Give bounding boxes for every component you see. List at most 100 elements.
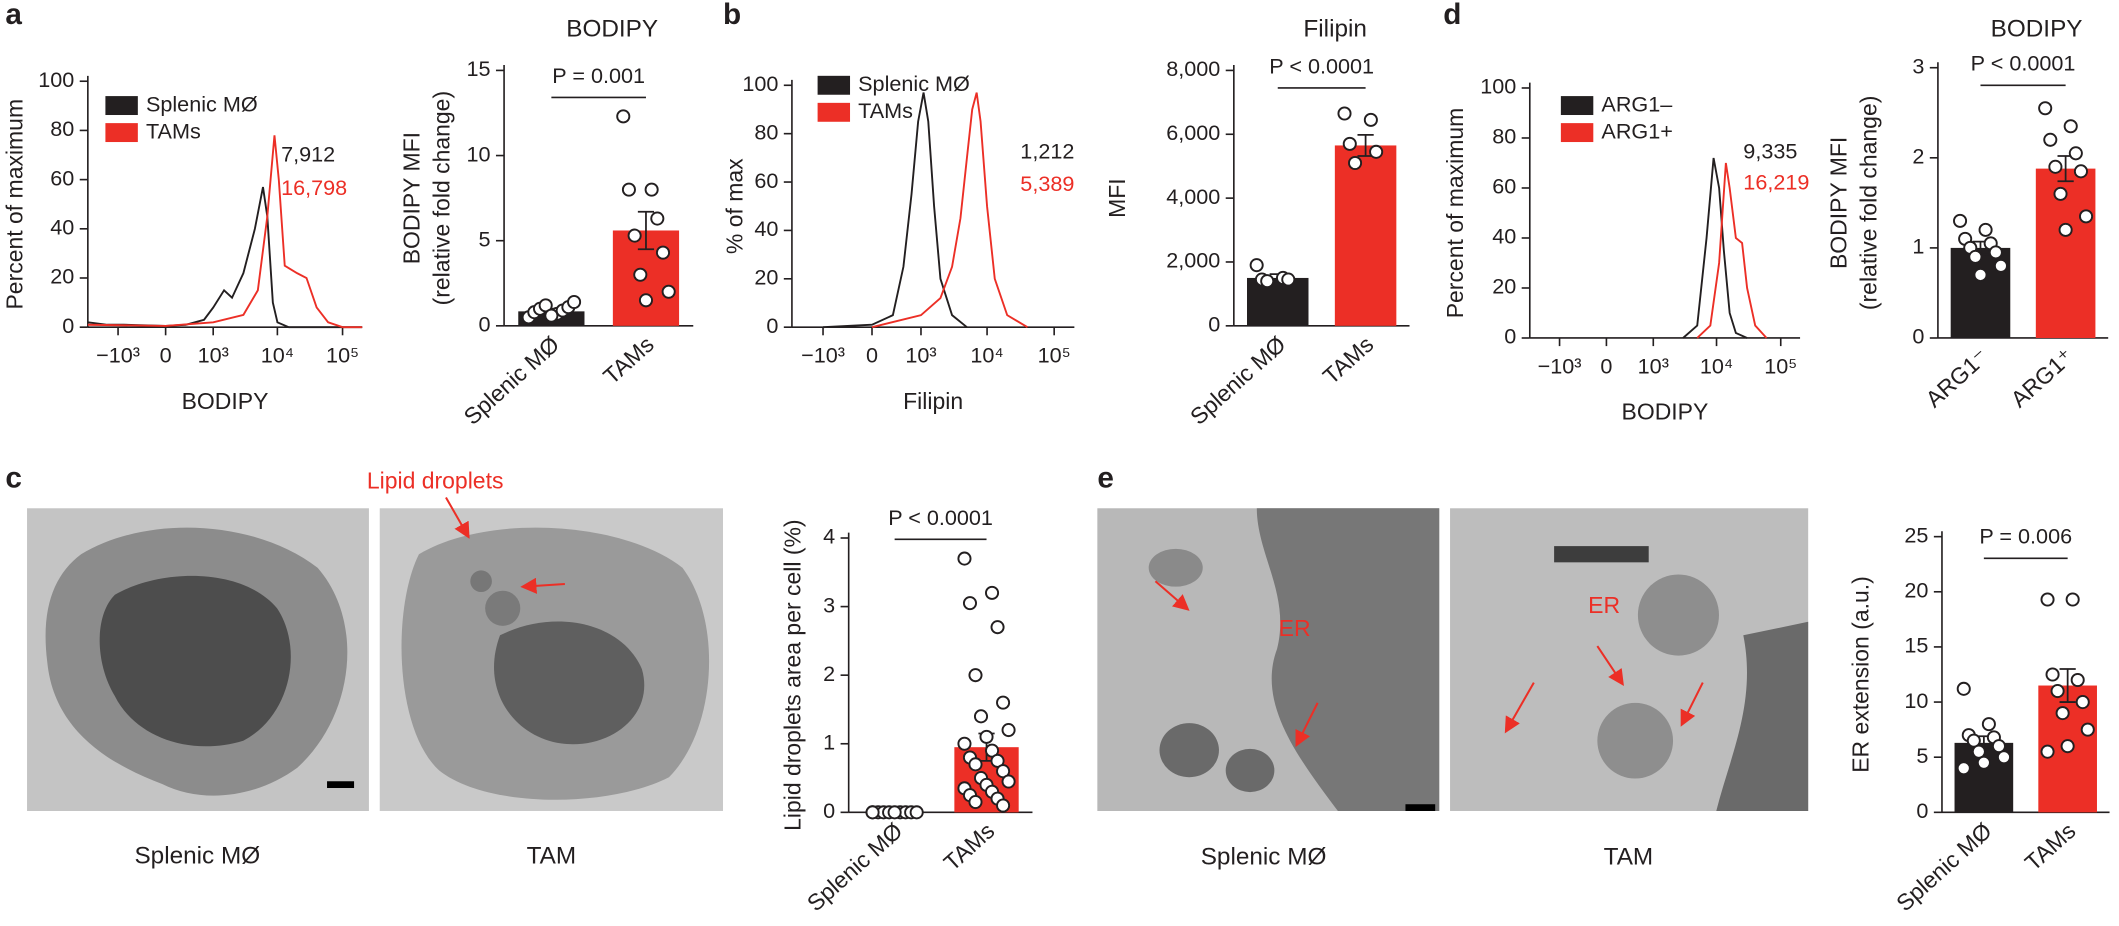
y-tick-label: 100 (742, 71, 778, 96)
annotation: 1,212 (1020, 139, 1074, 164)
data-point (1956, 681, 1971, 696)
x-tick-label: 0 (866, 343, 878, 368)
data-point (2068, 146, 2083, 161)
x-tick-label: 0 (160, 343, 172, 368)
y-tick-label: 15 (1904, 633, 1928, 658)
data-point (1363, 112, 1378, 127)
y-tick-label: 60 (1492, 174, 1516, 199)
x-tick-label: 10⁴ (1700, 353, 1733, 378)
y-tick-label: 5 (1916, 743, 1928, 768)
y-tick-label: 0 (1916, 798, 1928, 823)
arrow (520, 577, 565, 594)
y-tick-label: 6,000 (1166, 120, 1220, 145)
error-bar (637, 210, 655, 251)
data-point (865, 805, 880, 820)
y-tick-label: 15 (467, 56, 491, 81)
data-point (621, 182, 636, 197)
y-tick-label: 20 (50, 264, 74, 289)
y-tick-label: 40 (50, 215, 74, 240)
y-tick-label: 2,000 (1166, 248, 1220, 273)
data-point (979, 729, 994, 744)
data-point (996, 695, 1011, 710)
data-point (1968, 249, 1983, 264)
data-point (2073, 164, 2088, 179)
x-tick-label: −10³ (801, 343, 845, 368)
arrow (1154, 580, 1190, 611)
y-tick-label: 5 (479, 226, 491, 251)
y-axis-label: Lipid droplets area per cell (%) (780, 519, 806, 831)
significance-label: P = 0.006 (1979, 524, 2072, 549)
data-point (644, 182, 659, 197)
significance-label: P = 0.001 (552, 63, 645, 88)
image-caption: TAM (1604, 844, 1654, 871)
data-point (1973, 267, 1988, 282)
data-point (957, 551, 972, 566)
y-tick-label: 10 (1904, 688, 1928, 713)
data-point (968, 668, 983, 683)
y-tick-label: 100 (1480, 74, 1516, 99)
legend-label: Splenic MØ (146, 91, 258, 116)
data-point (996, 798, 1011, 813)
y-tick-label: 80 (1492, 124, 1516, 149)
y-tick-label: 0 (823, 798, 835, 823)
y-axis-label: (relative fold change) (1855, 96, 1881, 310)
y-axis-label: MFI (1104, 178, 1130, 218)
y-tick-label: 4,000 (1166, 184, 1220, 209)
data-point (650, 211, 665, 226)
y-tick-label: 2 (1912, 144, 1924, 169)
data-point (1993, 258, 2008, 273)
data-point (2045, 667, 2060, 682)
panel-label: c (5, 462, 22, 495)
data-point (1956, 761, 1971, 776)
y-axis-label: % of max (722, 158, 748, 254)
data-point (2053, 186, 2068, 201)
data-point (616, 109, 631, 124)
legend-label: TAMs (858, 98, 913, 123)
significance-label: P < 0.0001 (1971, 51, 2076, 76)
data-point (2079, 209, 2094, 224)
data-point (2040, 744, 2055, 759)
legend-swatch (105, 123, 138, 143)
y-tick-label: 3 (823, 592, 835, 617)
data-point (1996, 750, 2011, 765)
significance-label: P < 0.0001 (888, 505, 993, 530)
chart-title: Filipin (1303, 15, 1367, 42)
panel-label: d (1443, 0, 1461, 31)
data-point (544, 308, 559, 323)
data-point (2050, 684, 2065, 699)
data-point (2058, 222, 2073, 237)
x-tick-label: Splenic MØ (459, 331, 565, 430)
data-point (1337, 106, 1352, 121)
chart-title: BODIPY (566, 15, 658, 42)
y-tick-label: 25 (1904, 522, 1928, 547)
x-tick-label: ARG1⁺ (2006, 343, 2079, 412)
data-point (2043, 132, 2058, 147)
y-tick-label: 0 (62, 313, 74, 338)
data-point (1953, 213, 1968, 228)
data-point (1001, 774, 1016, 789)
chart-title: BODIPY (1991, 15, 2083, 42)
panel-label: e (1097, 462, 1114, 495)
arrow (1680, 682, 1704, 727)
x-tick-label: 10⁵ (1038, 343, 1071, 368)
x-axis-label: BODIPY (182, 388, 269, 414)
histogram-line (1682, 157, 1748, 339)
annotation: 9,335 (1743, 139, 1797, 164)
annotation: 5,389 (1020, 171, 1074, 196)
arrow (1504, 682, 1535, 734)
x-tick-label: 10⁴ (970, 343, 1003, 368)
y-tick-label: 0 (1912, 324, 1924, 349)
data-point (1249, 258, 1264, 273)
y-tick-label: 0 (1208, 312, 1220, 337)
y-tick-label: 80 (754, 119, 778, 144)
y-tick-label: 20 (754, 265, 778, 290)
data-point (1281, 272, 1296, 287)
legend-label: Splenic MØ (858, 71, 970, 96)
annotation: 7,912 (281, 141, 335, 166)
x-axis-label: BODIPY (1622, 399, 1709, 425)
data-point (567, 294, 582, 310)
y-tick-label: 40 (754, 216, 778, 241)
y-axis-label: Percent of maximum (1, 99, 27, 310)
histogram-line (822, 92, 968, 329)
y-tick-label: 1 (1912, 234, 1924, 259)
